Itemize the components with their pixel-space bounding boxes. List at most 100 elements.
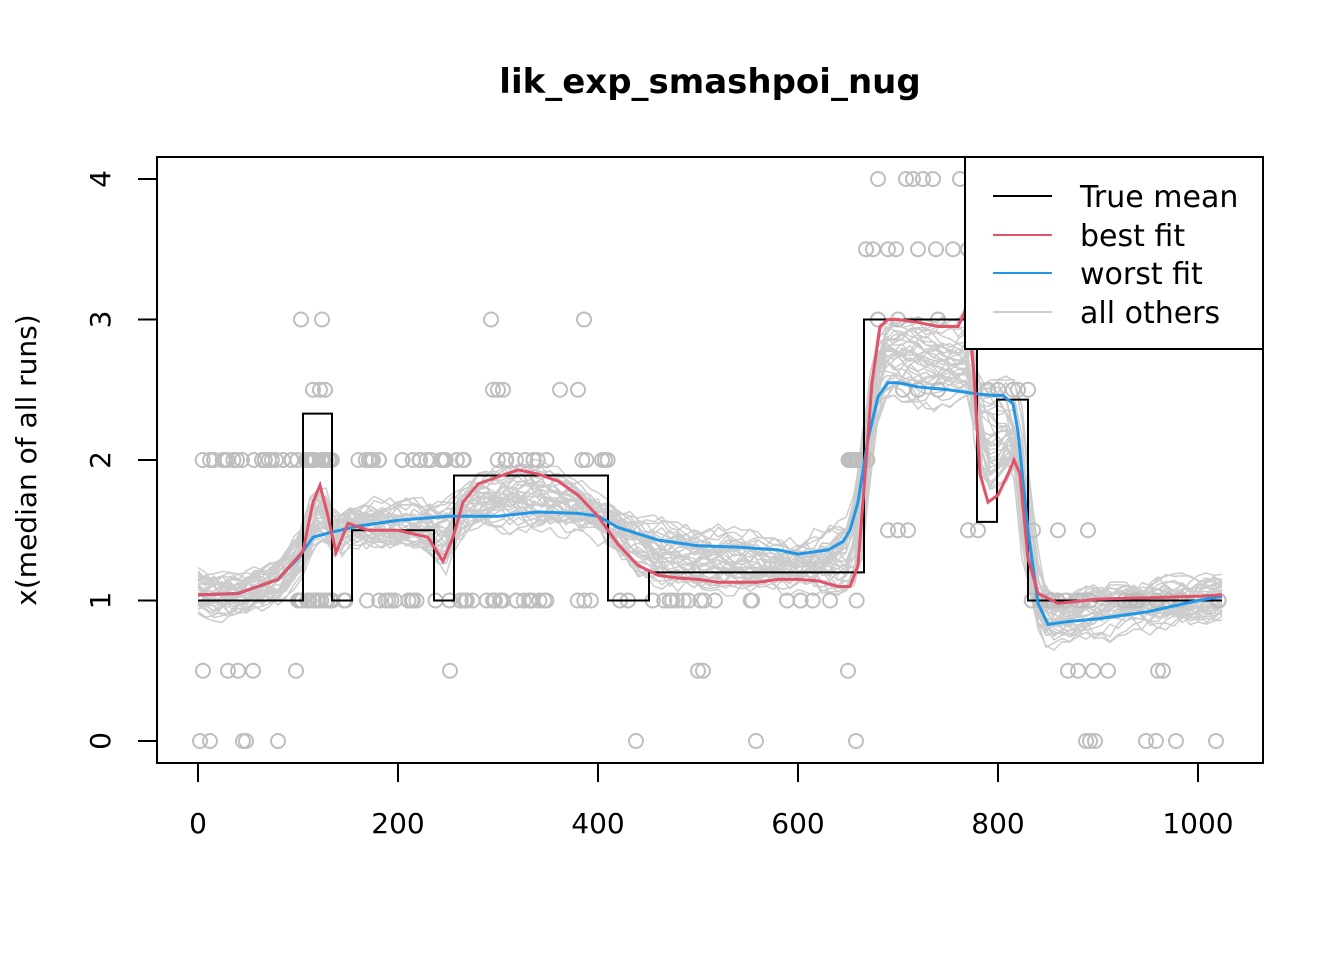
- observation-point: [848, 733, 864, 749]
- observation-point: [493, 592, 510, 609]
- observation-point: [552, 381, 568, 398]
- true-mean-line: [198, 318, 1222, 602]
- observation-point: [437, 452, 454, 468]
- observation-point: [246, 452, 263, 468]
- legend-label-worst-fit: worst fit: [1080, 257, 1203, 292]
- observation-point: [1208, 733, 1224, 749]
- observation-point: [888, 241, 904, 258]
- observation-point: [1050, 522, 1066, 539]
- observation-point: [928, 241, 944, 258]
- observation-point: [742, 592, 759, 609]
- observation-point: [1148, 733, 1164, 749]
- observation-point: [485, 381, 501, 398]
- observation-point: [1020, 381, 1036, 398]
- observation-point: [442, 662, 458, 679]
- observation-point: [195, 662, 211, 679]
- observation-point: [1010, 381, 1026, 398]
- legend-box: [964, 156, 1264, 350]
- observation-point: [569, 592, 586, 609]
- observation-point: [531, 592, 548, 609]
- observation-point: [238, 733, 254, 749]
- observation-point: [521, 592, 538, 609]
- observation-point: [219, 452, 236, 468]
- x-axis: 0 200 400 600 800 1000: [189, 762, 1234, 840]
- observation-point: [270, 733, 286, 749]
- observation-point: [574, 452, 591, 468]
- observation-point: [315, 452, 332, 468]
- observation-point: [300, 452, 317, 468]
- observation-point: [383, 592, 400, 609]
- observation-point: [1150, 662, 1166, 679]
- observation-point: [322, 452, 339, 468]
- y-tick-label: 2: [84, 451, 117, 469]
- y-axis-label: x(median of all runs): [10, 314, 43, 605]
- y-tick-label: 1: [84, 592, 117, 610]
- observation-point: [448, 452, 465, 468]
- observation-point: [317, 381, 333, 398]
- observation-point: [418, 452, 435, 468]
- observation-point: [192, 733, 208, 749]
- observation-point: [422, 452, 439, 468]
- best-fit-line: [197, 299, 1223, 605]
- observation-point: [194, 452, 211, 468]
- observation-point: [915, 171, 931, 187]
- observation-point: [840, 662, 856, 679]
- observation-point: [371, 452, 388, 468]
- observation-point: [848, 592, 865, 609]
- observation-point: [483, 311, 499, 328]
- observation-point: [840, 452, 857, 468]
- observation-point: [359, 592, 376, 609]
- observation-point: [668, 592, 685, 609]
- observation-point: [497, 452, 514, 468]
- observation-point: [256, 452, 273, 468]
- observation-point: [525, 452, 542, 468]
- observation-point: [1155, 662, 1171, 679]
- observation-point: [858, 241, 874, 258]
- observation-point: [1080, 522, 1096, 539]
- observation-point: [412, 452, 429, 468]
- observation-point: [1168, 733, 1184, 749]
- observation-point: [456, 592, 473, 609]
- observation-point: [900, 522, 916, 539]
- observation-point: [507, 452, 524, 468]
- observation-point: [628, 733, 644, 749]
- observation-point: [1085, 662, 1101, 679]
- observation-point: [305, 381, 321, 398]
- observation-point: [517, 452, 534, 468]
- y-tick-label: 3: [84, 311, 117, 329]
- observation-point: [570, 381, 586, 398]
- observation-point: [202, 733, 218, 749]
- observation-point: [1078, 733, 1094, 749]
- x-tick-label: 800: [971, 807, 1024, 840]
- observation-point: [288, 662, 304, 679]
- observation-point: [804, 592, 821, 609]
- observation-point: [245, 662, 261, 679]
- x-tick-label: 1000: [1162, 807, 1233, 840]
- observation-point: [596, 452, 613, 468]
- observation-point: [394, 452, 411, 468]
- observation-point: [905, 171, 921, 187]
- observation-point: [489, 452, 506, 468]
- observation-point: [822, 592, 839, 609]
- observation-point: [230, 662, 246, 679]
- observation-point: [870, 171, 886, 187]
- observation-point: [202, 452, 219, 468]
- observation-point: [305, 452, 322, 468]
- x-tick-label: 200: [371, 807, 424, 840]
- x-tick-label: 400: [571, 807, 624, 840]
- observation-point: [890, 522, 906, 539]
- x-tick-label: 600: [771, 807, 824, 840]
- legend-label-all-others: all others: [1080, 296, 1220, 331]
- legend: True mean best fit worst fit all others: [964, 156, 1264, 350]
- observation-point: [695, 662, 711, 679]
- observation-point: [925, 171, 941, 187]
- observation-point: [696, 592, 713, 609]
- observation-point: [1070, 662, 1086, 679]
- observation-point: [220, 662, 236, 679]
- observation-point: [314, 311, 330, 328]
- legend-label-true-mean: True mean: [1079, 180, 1238, 215]
- observation-point: [898, 171, 914, 187]
- observation-point: [377, 592, 394, 609]
- other-fits: [197, 303, 1223, 652]
- observation-point: [970, 522, 986, 539]
